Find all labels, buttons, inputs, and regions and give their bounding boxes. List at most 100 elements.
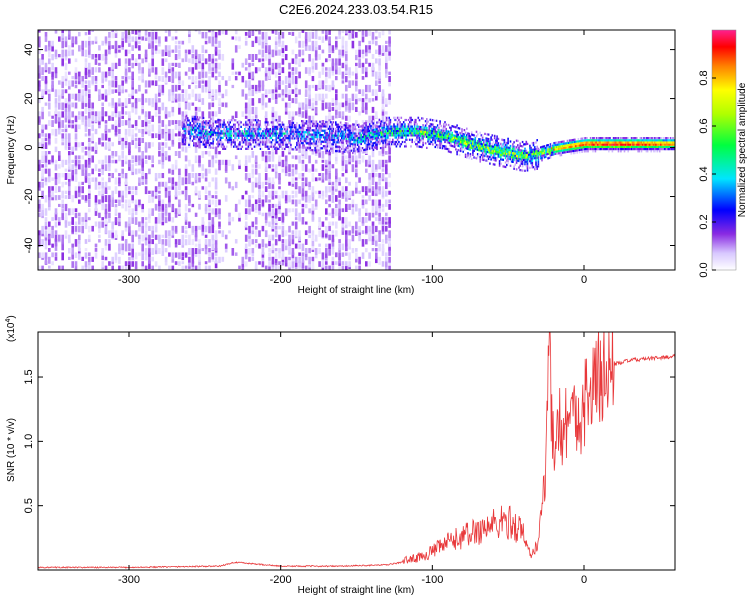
spectrogram-cell [261,32,265,40]
spectrogram-cell [278,261,281,265]
spectrogram-cell [294,54,298,59]
spectrogram-cell [244,248,248,254]
spectrogram-cell [225,145,228,148]
spectrogram-cell [68,84,71,90]
spectrogram-cell [304,164,308,172]
spectrogram-cell [234,239,238,244]
spectrogram-cell [251,252,255,257]
spectrogram-cell [311,32,315,39]
spectrogram-cell [244,137,248,146]
spectrogram-cell [422,124,424,127]
spectrogram-cell [294,80,298,88]
spectrogram-cell [311,115,315,120]
spectrogram-cell [71,248,74,255]
spectrogram-cell [161,248,165,256]
spectrogram-cell [345,62,348,71]
spectrogram-cell [311,186,315,193]
spectrogram-cell [154,243,158,251]
spectrogram-cell [201,120,205,127]
spectrogram-cell [469,142,472,145]
spectrogram-cell [297,139,299,142]
spectrogram-cell [41,177,44,181]
spectrogram-cell [393,123,395,126]
spectrogram-cell [443,145,445,148]
spectrogram-cell [311,124,314,127]
spectrogram-cell [335,146,338,153]
spectrogram-cell [438,139,440,143]
spectrogram-cell [138,84,141,92]
spectrogram-cell [148,120,151,124]
spectrogram-cell [168,212,171,220]
spectrogram-cell [338,32,341,39]
spectrogram-cell [144,124,148,132]
spectrogram-cell [237,134,240,137]
spectrogram-cell [61,128,64,133]
spectrogram-cell [61,234,64,243]
spectrogram-cell [298,212,301,221]
spectrogram-cell [191,139,194,142]
spectrogram-cell [469,137,472,140]
spectrogram-cell [388,143,390,146]
spectrogram-cell [288,32,291,35]
spectrogram-cell [121,32,124,39]
spectrogram-cell [350,140,353,143]
spectrogram-cell [439,120,441,123]
spectrogram-cell [385,67,388,74]
spectrogram-cell [345,135,348,138]
spectrogram-cell [248,130,251,133]
spectrogram-cell [51,71,54,77]
spectrogram-cell [291,121,293,124]
spectrogram-cell [348,138,350,141]
spectrogram-cell [339,148,342,151]
spectrogram-cell [138,32,141,37]
spectrogram-cell [74,225,78,232]
spectrogram-cell [261,132,263,135]
spectrogram-cell [432,138,434,142]
spectrogram-cell [332,141,335,144]
spectrogram-cell [253,132,256,135]
spectrogram-cell [254,181,258,188]
spectrogram-cell [304,36,308,44]
spectrogram-cell [118,133,121,141]
spectrogram-cell [211,89,215,96]
spectrogram-cell [331,186,335,191]
spectrogram-cell [404,129,406,133]
spectrogram-cell [359,134,361,137]
spectrogram-cell [331,149,333,152]
spectrogram-cell [121,159,124,167]
spectrogram-cell [388,146,391,155]
spectrogram-cell [248,139,251,142]
spectrogram-cell [459,147,462,150]
spectrogram-cell [204,208,208,215]
spectrogram-cell [358,128,361,135]
spectrogram-cell [261,49,265,58]
spectrogram-cell [41,181,44,188]
spectrogram-cell [174,151,178,156]
spectrogram-cell [193,137,195,140]
spectrogram-cell [98,137,101,145]
spectrogram-cell [174,225,178,232]
spectrogram-cell [264,139,267,142]
spectrogram-cell [468,143,470,146]
spectrogram-cell [304,131,307,134]
spectrogram-cell [381,177,385,182]
spectrogram-cell [361,155,365,163]
spectrogram-cell [262,136,264,139]
spectrogram-cell [68,151,71,156]
spectrogram-cell [278,93,281,98]
spectrogram-cell [321,120,324,123]
spectrogram-cell [248,106,251,115]
spectrogram-cell [214,208,218,215]
spectrogram-cell [291,126,293,129]
spectrogram-cell [164,76,168,84]
spectrogram-cell [224,130,227,133]
spectrogram-cell [296,130,298,133]
spectrogram-cell [84,93,88,100]
spectrogram-cell [410,125,412,128]
spectrogram-cell [371,164,375,172]
spectrogram-cell [428,138,430,141]
spectrogram-cell [84,239,88,244]
spectrogram-cell [301,146,303,149]
spectrogram-cell [78,76,81,82]
spectrogram-cell [61,102,64,111]
